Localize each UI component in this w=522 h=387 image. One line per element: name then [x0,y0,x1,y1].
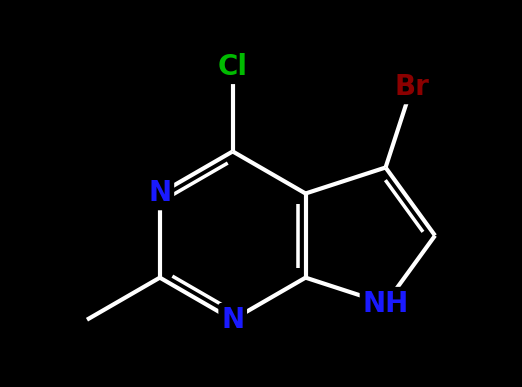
Text: NH: NH [362,289,409,318]
Text: N: N [221,306,244,334]
Text: N: N [221,306,244,334]
Text: NH: NH [362,289,409,318]
Text: Cl: Cl [218,53,248,81]
Text: Cl: Cl [218,53,248,81]
Text: Br: Br [394,74,429,101]
Text: N: N [148,180,171,207]
Text: Br: Br [394,74,429,101]
Text: N: N [148,180,171,207]
